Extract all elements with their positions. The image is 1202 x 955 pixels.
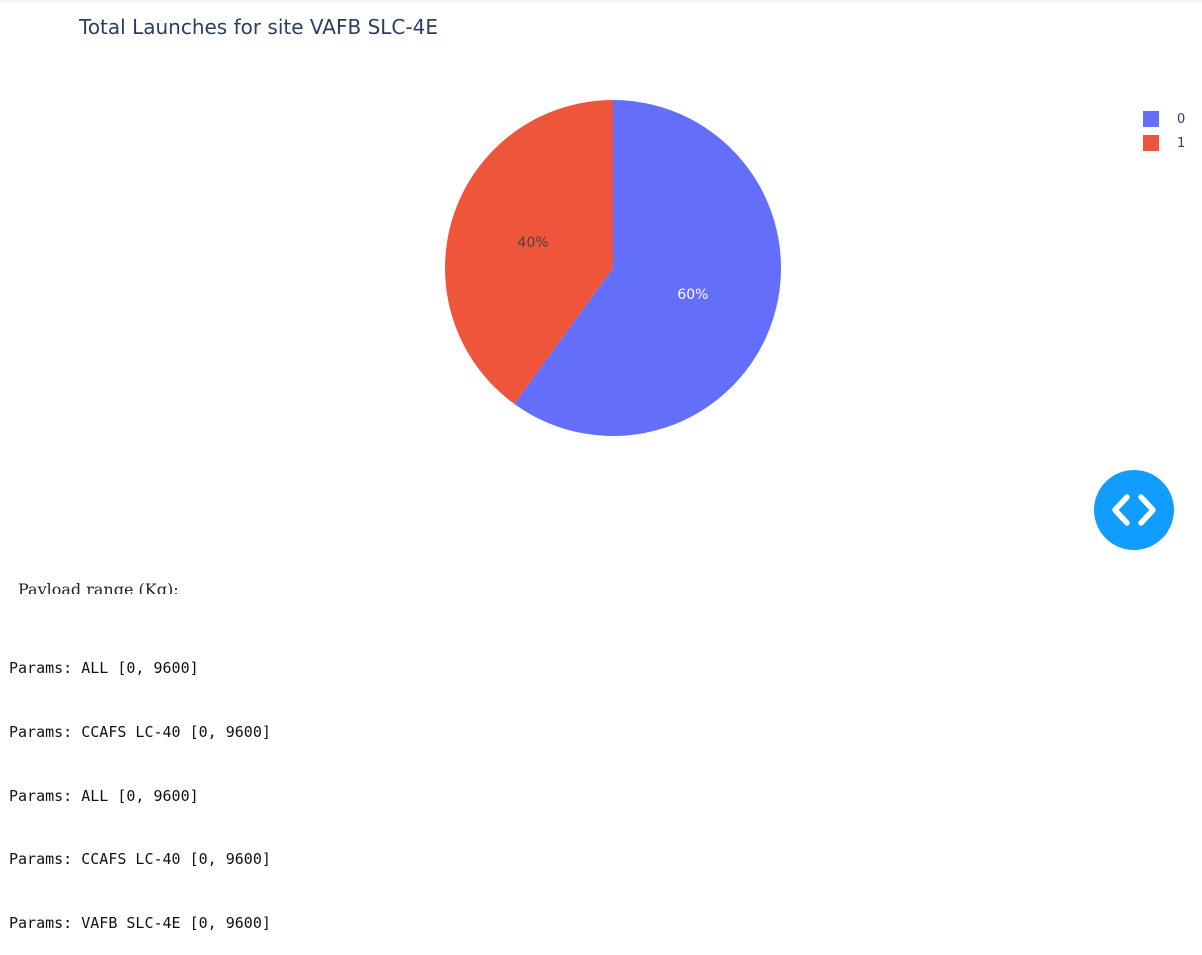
- legend-swatch-0: [1143, 111, 1159, 127]
- code-toggle-button[interactable]: [1094, 470, 1174, 550]
- params-line: Params: ALL [0, 9600]: [9, 786, 199, 805]
- pie-label-0: 60%: [677, 287, 708, 303]
- pie-slice-0[interactable]: [514, 100, 782, 436]
- params-line: Params: CCAFS LC-40 [0, 9600]: [9, 850, 271, 869]
- params-line: Params: ALL [0, 9600]: [9, 659, 199, 678]
- top-edge: [0, 0, 1202, 4]
- pie-label-1: 40%: [518, 235, 549, 251]
- params-line: Params: VAFB SLC-4E [0, 9600]: [9, 913, 271, 932]
- legend: 0 1: [1143, 107, 1185, 155]
- legend-label-0: 0: [1177, 111, 1186, 127]
- legend-swatch-1: [1143, 135, 1159, 151]
- payload-range-label: Payload range (Kg):: [18, 580, 179, 594]
- params-line: Params: CCAFS LC-40 [0, 9600]: [9, 723, 271, 742]
- chart-title: Total Launches for site VAFB SLC-4E: [79, 15, 438, 39]
- code-brackets-icon: [1112, 494, 1156, 526]
- legend-item-0[interactable]: 0: [1143, 107, 1185, 131]
- legend-item-1[interactable]: 1: [1143, 131, 1185, 155]
- params-log: Params: ALL [0, 9600] Params: CCAFS LC-4…: [9, 616, 271, 955]
- pie-chart: 60% 40%: [445, 100, 782, 436]
- legend-label-1: 1: [1177, 135, 1186, 151]
- pie-slice-1[interactable]: [445, 100, 613, 404]
